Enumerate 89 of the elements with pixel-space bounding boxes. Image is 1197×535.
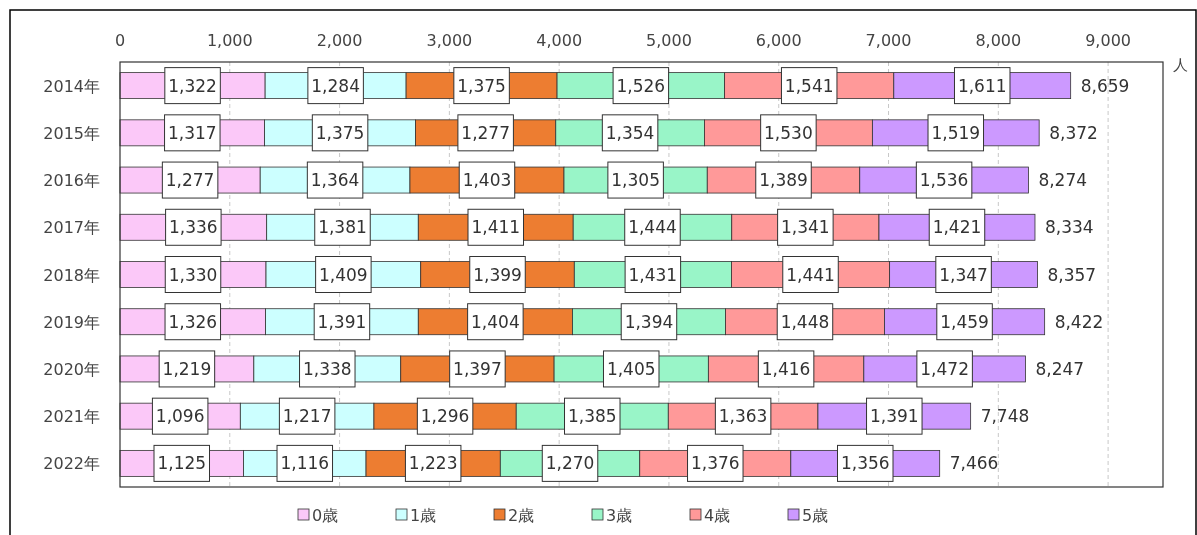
data-label: 1,270 — [545, 453, 595, 474]
total-label: 8,247 — [1035, 358, 1085, 379]
x-tick-label: 4,000 — [536, 31, 583, 50]
x-tick-label: 0 — [114, 31, 126, 50]
data-label: 1,441 — [786, 264, 835, 285]
legend-label: 4歳 — [704, 506, 731, 525]
x-tick-label: 8,000 — [975, 31, 1022, 50]
data-label: 1,116 — [280, 453, 330, 474]
x-tick-label: 1,000 — [206, 31, 253, 50]
total-label: 7,748 — [980, 406, 1030, 427]
total-label: 8,334 — [1044, 217, 1094, 238]
data-label: 1,459 — [940, 311, 989, 332]
total-label: 8,357 — [1047, 264, 1097, 285]
data-label: 1,444 — [628, 217, 677, 238]
data-label: 1,347 — [939, 264, 988, 285]
legend-label: 5歳 — [802, 506, 829, 525]
x-tick-label: 3,000 — [426, 31, 473, 50]
data-label: 1,356 — [840, 453, 890, 474]
data-label: 1,391 — [317, 311, 367, 332]
data-label: 1,376 — [690, 453, 740, 474]
data-label: 1,363 — [718, 406, 768, 427]
data-label: 1,394 — [624, 311, 674, 332]
data-label: 1,381 — [318, 217, 367, 238]
x-tick-label: 9,000 — [1085, 31, 1132, 50]
data-label: 1,519 — [931, 122, 981, 143]
total-label: 8,659 — [1080, 75, 1130, 96]
legend-label: 2歳 — [508, 506, 535, 525]
data-label: 1,409 — [319, 264, 368, 285]
data-label: 1,541 — [784, 75, 834, 96]
data-label: 1,219 — [162, 358, 212, 379]
data-label: 1,277 — [461, 122, 510, 143]
data-label: 1,411 — [471, 217, 521, 238]
legend-label: 3歳 — [606, 506, 633, 525]
data-label: 1,277 — [165, 170, 215, 191]
data-label: 1,530 — [764, 122, 813, 143]
data-label: 1,217 — [282, 406, 332, 427]
data-label: 1,330 — [168, 264, 218, 285]
total-label: 8,274 — [1038, 170, 1088, 191]
data-label: 1,125 — [157, 453, 207, 474]
data-label: 1,375 — [315, 122, 365, 143]
data-label: 1,526 — [616, 75, 666, 96]
legend-label: 1歳 — [410, 506, 437, 525]
legend-label: 0歳 — [312, 506, 339, 525]
x-tick-label: 7,000 — [865, 31, 912, 50]
data-label: 1,375 — [457, 75, 506, 96]
data-label: 1,404 — [471, 311, 520, 332]
data-label: 1,354 — [605, 122, 655, 143]
y-tick-label: 2014年 — [43, 76, 100, 96]
data-label: 1,305 — [611, 170, 660, 191]
y-tick-label: 2018年 — [43, 265, 100, 285]
data-label: 1,385 — [567, 406, 617, 427]
total-label: 8,372 — [1049, 122, 1098, 143]
data-label: 1,611 — [957, 75, 1007, 96]
data-label: 1,536 — [919, 170, 969, 191]
data-label: 1,338 — [302, 358, 352, 379]
data-label: 1,397 — [453, 358, 502, 379]
data-label: 1,336 — [169, 217, 218, 238]
y-tick-label: 2016年 — [43, 171, 100, 191]
data-label: 1,421 — [932, 217, 982, 238]
data-label: 1,284 — [311, 75, 360, 96]
x-tick-label: 6,000 — [755, 31, 802, 50]
data-label: 1,416 — [761, 358, 811, 379]
data-label: 1,223 — [408, 453, 458, 474]
data-label: 1,326 — [168, 311, 218, 332]
x-tick-label: 2,000 — [316, 31, 363, 50]
data-label: 1,448 — [780, 311, 830, 332]
x-axis-title: 人 — [1172, 56, 1188, 74]
data-label: 1,296 — [420, 406, 470, 427]
data-label: 1,431 — [628, 264, 678, 285]
data-label: 1,405 — [606, 358, 656, 379]
data-label: 1,317 — [167, 122, 217, 143]
x-tick-label: 5,000 — [646, 31, 692, 50]
data-label: 1,096 — [155, 406, 205, 427]
total-label: 7,466 — [949, 453, 999, 474]
y-tick-label: 2022年 — [43, 454, 100, 474]
data-label: 1,391 — [869, 406, 919, 427]
data-label: 1,389 — [759, 170, 808, 191]
data-label: 1,322 — [168, 75, 217, 96]
data-label: 1,472 — [920, 358, 969, 379]
y-tick-label: 2019年 — [43, 312, 100, 332]
data-label: 1,399 — [473, 264, 522, 285]
total-label: 8,422 — [1054, 311, 1104, 332]
y-tick-label: 2015年 — [43, 123, 100, 143]
y-tick-label: 2017年 — [43, 218, 100, 238]
data-label: 1,341 — [781, 217, 830, 238]
y-tick-label: 2021年 — [43, 407, 100, 427]
data-label: 1,364 — [310, 170, 360, 191]
y-tick-label: 2020年 — [43, 359, 100, 379]
data-label: 1,403 — [462, 170, 512, 191]
